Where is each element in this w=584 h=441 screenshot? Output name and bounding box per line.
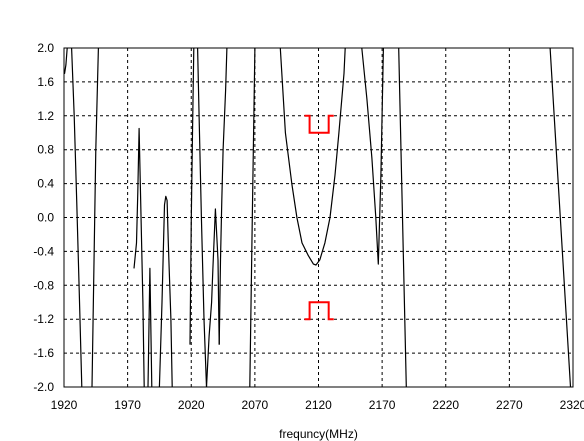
curve-segment xyxy=(189,47,195,345)
y-tick-label: -0.8 xyxy=(33,278,54,292)
y-tick-label: 1.6 xyxy=(37,75,54,89)
x-tick-label: 2220 xyxy=(432,398,459,412)
x-tick-label: 2120 xyxy=(305,398,332,412)
limit-marker-layer xyxy=(304,114,334,321)
x-tick-label: 2270 xyxy=(496,398,523,412)
curve-segment xyxy=(249,47,256,388)
curve-segment xyxy=(218,47,228,345)
x-tick-label: 2070 xyxy=(242,398,269,412)
curve-segment xyxy=(158,195,173,388)
curve-segment xyxy=(361,47,384,265)
y-tick-label: -2.0 xyxy=(33,380,54,394)
curve-segment xyxy=(279,47,346,266)
x-tick-label: 2170 xyxy=(369,398,396,412)
curve-segment xyxy=(91,47,99,388)
y-tick-label: -0.4 xyxy=(33,244,54,258)
y-tick-label: 0.4 xyxy=(37,177,54,191)
curve-segment xyxy=(398,47,407,388)
curve-segment xyxy=(197,47,208,388)
x-tick-labels: 1920 1970 2020 2070 2120 2170 2220 2270 2320 xyxy=(51,398,584,412)
y-tick-labels: 2.0 1.6 1.2 0.8 0.4 0.0 -0.4 -0.8 -1.2 -1.6 -2.0 xyxy=(33,41,54,394)
y-tick-label: 1.2 xyxy=(37,109,54,123)
x-axis-title: frequncy(MHz) xyxy=(279,427,358,441)
lower-limit-marker xyxy=(304,301,334,321)
upper-limit-marker xyxy=(304,114,334,134)
y-tick-label: 2.0 xyxy=(37,41,54,55)
y-tick-label: 0.8 xyxy=(37,143,54,157)
curve-segment xyxy=(205,208,220,388)
x-tick-label: 1970 xyxy=(114,398,141,412)
curve-layer xyxy=(63,47,572,388)
curve-segment xyxy=(71,47,83,388)
curve-segment xyxy=(549,47,572,388)
y-tick-label: -1.6 xyxy=(33,346,54,360)
curve-segment xyxy=(133,127,145,388)
x-tick-label: 1920 xyxy=(51,398,78,412)
x-tick-label: 2320 xyxy=(560,398,584,412)
plot-frame xyxy=(63,47,574,388)
y-tick-label: 0.0 xyxy=(37,211,54,225)
x-tick-label: 2020 xyxy=(178,398,205,412)
y-tick-label: -1.2 xyxy=(33,312,54,326)
curve-segment xyxy=(147,267,153,388)
